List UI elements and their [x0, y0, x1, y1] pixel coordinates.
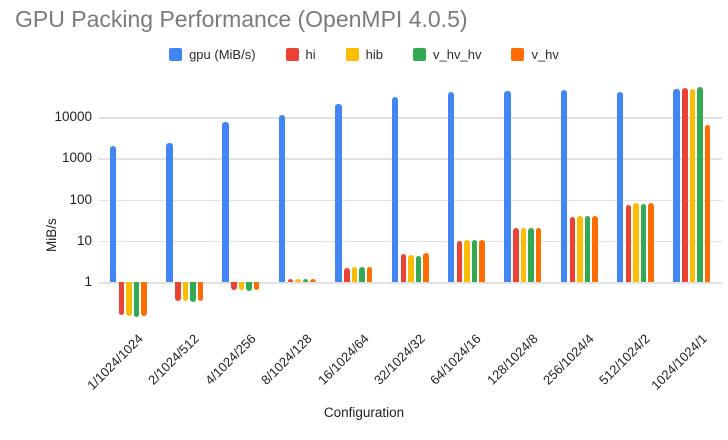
- legend-label: v_hv: [531, 47, 559, 62]
- legend: gpu (MiB/s) hi hib v_hv_hv v_hv: [0, 47, 728, 62]
- bar-v-hv-hv-16-1024-64[interactable]: [359, 267, 365, 282]
- chart-title: GPU Packing Performance (OpenMPI 4.0.5): [15, 6, 468, 32]
- legend-item-v-hv-hv[interactable]: v_hv_hv: [413, 47, 481, 62]
- x-tick-label: 1/1024/1024: [84, 331, 146, 393]
- bar-v-hv-512-1024-2[interactable]: [648, 203, 654, 282]
- legend-item-hib[interactable]: hib: [345, 47, 384, 62]
- x-tick-label: 4/1024/256: [201, 331, 259, 388]
- bar-v-hv-8-1024-128[interactable]: [310, 278, 316, 282]
- bar-gpu-mib-s-64-1024-16[interactable]: [447, 92, 455, 282]
- gridline-10000: [99, 117, 722, 119]
- bar-v-hv-1-1024-1024[interactable]: [141, 282, 147, 316]
- bar-v-hv-hv-128-1024-8[interactable]: [528, 227, 534, 282]
- bar-gpu-mib-s-16-1024-64[interactable]: [335, 103, 342, 282]
- x-tick-label: 2/1024/512: [145, 331, 203, 388]
- bar-hi-4-1024-256[interactable]: [231, 282, 237, 290]
- gridline-1000: [99, 158, 722, 160]
- x-tick-label: 16/1024/64: [314, 331, 372, 388]
- bar-hib-64-1024-16[interactable]: [464, 240, 470, 282]
- bar-gpu-mib-s-32-1024-32[interactable]: [391, 96, 398, 282]
- bar-hi-128-1024-8[interactable]: [513, 228, 519, 282]
- y-tick-label: 1: [84, 274, 92, 289]
- bar-v-hv-16-1024-64[interactable]: [366, 266, 373, 282]
- y-tick-label: 10: [76, 232, 92, 248]
- bar-gpu-mib-s-256-1024-4[interactable]: [560, 89, 568, 282]
- plot-area: 1 10 100 1000 10000: [0, 85, 728, 323]
- bar-hi-32-1024-32[interactable]: [400, 253, 406, 282]
- bar-hi-2-1024-512[interactable]: [175, 282, 181, 302]
- legend-item-hi[interactable]: hi: [285, 47, 316, 62]
- legend-item-v-hv[interactable]: v_hv: [511, 47, 559, 62]
- bar-hib-256-1024-4[interactable]: [577, 215, 583, 282]
- bar-hi-8-1024-128[interactable]: [287, 278, 294, 282]
- bar-hi-64-1024-16[interactable]: [456, 240, 463, 282]
- legend-swatch-icon: [511, 48, 525, 61]
- bar-hi-1-1024-1024[interactable]: [118, 282, 125, 315]
- bar-v-hv-hv-4-1024-256[interactable]: [246, 282, 252, 291]
- bar-hib-512-1024-2[interactable]: [633, 203, 639, 282]
- y-tick-label: 1000: [61, 150, 92, 166]
- legend-label: hi: [305, 47, 316, 62]
- bar-v-hv-hv-1-1024-1024[interactable]: [133, 282, 140, 318]
- legend-label: v_hv_hv: [433, 47, 482, 62]
- bar-v-hv-1024-1024-1[interactable]: [704, 125, 711, 282]
- bar-hi-512-1024-2[interactable]: [625, 204, 632, 282]
- legend-label: hib: [365, 47, 384, 62]
- bar-hib-1-1024-1024[interactable]: [126, 282, 132, 316]
- gridline-1: [99, 282, 722, 284]
- x-tick-label: 512/1024/2: [596, 331, 654, 388]
- bar-hib-8-1024-128[interactable]: [295, 278, 301, 282]
- bar-v-hv-hv-8-1024-128[interactable]: [302, 279, 309, 282]
- bar-hib-16-1024-64[interactable]: [351, 267, 358, 282]
- bar-v-hv-hv-256-1024-4[interactable]: [584, 216, 591, 282]
- bar-gpu-mib-s-512-1024-2[interactable]: [616, 91, 624, 282]
- bar-hib-2-1024-512[interactable]: [182, 282, 189, 302]
- bar-v-hv-hv-32-1024-32[interactable]: [415, 255, 421, 282]
- bar-v-hv-256-1024-4[interactable]: [592, 215, 598, 282]
- bar-hi-16-1024-64[interactable]: [344, 267, 350, 282]
- x-axis-title: Configuration: [323, 405, 405, 420]
- bar-v-hv-2-1024-512[interactable]: [197, 282, 204, 302]
- bar-hib-128-1024-8[interactable]: [520, 227, 527, 282]
- bar-hi-1024-1024-1[interactable]: [682, 87, 688, 282]
- gridline-100: [99, 199, 722, 202]
- legend-item-gpu-mib-s[interactable]: gpu (MiB/s): [169, 47, 256, 62]
- bar-v-hv-128-1024-8[interactable]: [535, 228, 542, 282]
- x-tick-label: 8/1024/128: [258, 331, 315, 388]
- legend-label: gpu (MiB/s): [189, 47, 256, 62]
- bar-hib-4-1024-256[interactable]: [238, 282, 245, 291]
- bar-v-hv-hv-512-1024-2[interactable]: [640, 203, 647, 282]
- x-tick-label: 1024/1024/1: [647, 331, 710, 393]
- x-tick-label: 32/1024/32: [370, 331, 428, 388]
- bar-gpu-mib-s-8-1024-128[interactable]: [278, 114, 286, 282]
- bar-v-hv-hv-64-1024-16[interactable]: [471, 239, 478, 282]
- bar-v-hv-32-1024-32[interactable]: [423, 252, 429, 282]
- legend-swatch-icon: [169, 48, 183, 61]
- x-tick-label: 128/1024/8: [483, 331, 541, 388]
- legend-swatch-icon: [345, 48, 359, 61]
- bar-gpu-mib-s-1024-1024-1[interactable]: [673, 89, 680, 282]
- y-tick-label: 100: [69, 191, 92, 207]
- bar-gpu-mib-s-1-1024-1024[interactable]: [109, 145, 117, 282]
- bar-v-hv-hv-1024-1024-1[interactable]: [697, 87, 703, 282]
- bar-v-hv-hv-2-1024-512[interactable]: [190, 282, 196, 302]
- y-tick-label: 10000: [54, 109, 92, 125]
- bar-hi-256-1024-4[interactable]: [569, 216, 576, 282]
- bar-hib-1024-1024-1[interactable]: [689, 89, 696, 282]
- gridline-10: [99, 240, 722, 243]
- y-axis-title: MiB/s: [44, 218, 59, 252]
- bar-hib-32-1024-32[interactable]: [408, 255, 414, 282]
- legend-swatch-icon: [285, 48, 299, 61]
- bar-v-hv-64-1024-16[interactable]: [479, 240, 485, 282]
- legend-swatch-icon: [413, 48, 427, 61]
- bar-v-hv-4-1024-256[interactable]: [253, 282, 260, 291]
- bar-gpu-mib-s-4-1024-256[interactable]: [222, 121, 229, 282]
- bar-gpu-mib-s-128-1024-8[interactable]: [504, 91, 511, 282]
- bar-gpu-mib-s-2-1024-512[interactable]: [166, 143, 173, 282]
- x-tick-label: 64/1024/16: [427, 331, 484, 388]
- x-tick-label: 256/1024/4: [540, 331, 597, 388]
